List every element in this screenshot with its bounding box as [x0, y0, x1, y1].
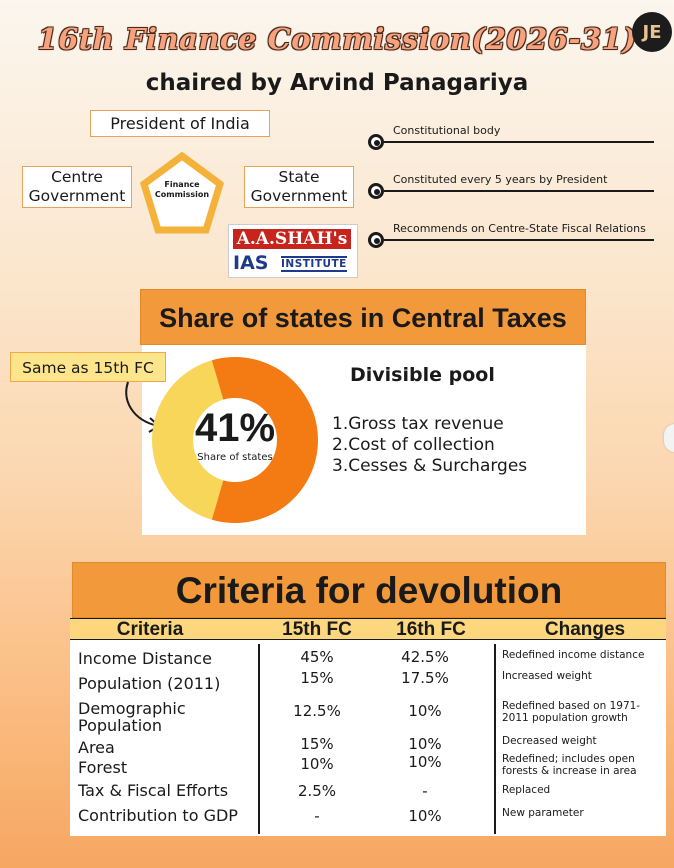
- pool-item: 2.Cost of collection: [332, 435, 495, 455]
- institute-name: A.A.SHAH's: [233, 229, 351, 249]
- row-change: Replaced: [502, 784, 551, 796]
- row-16th: 10%: [408, 702, 442, 720]
- page-subtitle: chaired by Arvind Panagariya: [145, 70, 529, 96]
- row-16th: 10%: [408, 807, 442, 825]
- row-16th: 17.5%: [401, 669, 449, 687]
- column-divider: [494, 644, 496, 834]
- row-15th: 45%: [300, 648, 334, 666]
- row-criteria: Tax & Fiscal Efforts: [78, 781, 229, 800]
- criteria-heading: Criteria for devolution: [72, 562, 666, 618]
- donut-slice-states: [152, 360, 224, 520]
- row-criteria: Demographic Population: [78, 699, 186, 735]
- share-donut-chart: [152, 357, 318, 523]
- criteria-table: Criteria 15th FC 16th FC Changes Income …: [70, 618, 666, 836]
- row-criteria: Population (2011): [78, 674, 221, 693]
- pentagon-shape: [140, 152, 224, 234]
- row-15th: 15%: [300, 669, 334, 687]
- feature-text: Constituted every 5 years by President: [393, 173, 608, 186]
- bullet-line: [384, 239, 654, 241]
- col-changes: Changes: [544, 619, 626, 640]
- row-16th: -: [422, 782, 428, 800]
- row-criteria: Contribution to GDP: [78, 806, 238, 825]
- row-16th: 10%: [408, 753, 442, 771]
- row-change: Increased weight: [502, 670, 592, 682]
- row-change: Redefined based on 1971-2011 population …: [502, 700, 641, 724]
- feature-text: Recommends on Centre-State Fiscal Relati…: [393, 222, 646, 235]
- president-box: President of India: [90, 110, 270, 137]
- row-change: Redefined; includes open forests & incre…: [502, 753, 637, 777]
- row-15th: -: [314, 807, 320, 825]
- feature-bullet: Recommends on Centre-State Fiscal Relati…: [368, 222, 668, 258]
- centre-government-box: Centre Government: [22, 166, 132, 208]
- bullet-line: [384, 141, 654, 143]
- feature-bullet: Constitutional body: [368, 124, 668, 160]
- row-criteria: Forest: [78, 758, 128, 777]
- page-title: 16th Finance Commission(2026-31): [37, 22, 637, 56]
- divisible-pool-list: 1.Gross tax revenue 2.Cost of collection…: [332, 414, 527, 477]
- col-15th: 15th FC: [282, 619, 352, 640]
- row-15th: 15%: [300, 735, 334, 753]
- institute-logo: A.A.SHAH's IAS INSTITUTE: [228, 224, 358, 278]
- col-criteria: Criteria: [116, 619, 184, 640]
- row-change: Decreased weight: [502, 735, 597, 747]
- finance-commission-label: Finance Commission: [154, 180, 210, 199]
- pool-item: 1.Gross tax revenue: [332, 414, 504, 434]
- share-heading: Share of states in Central Taxes: [140, 289, 586, 345]
- table-header: Criteria 15th FC 16th FC Changes: [70, 618, 666, 640]
- row-criteria: Income Distance: [78, 649, 212, 668]
- row-15th: 10%: [300, 755, 334, 773]
- share-percent-label: Share of states: [197, 452, 273, 463]
- row-criteria: Area: [78, 738, 115, 757]
- divisible-pool-title: Divisible pool: [350, 364, 495, 386]
- row-15th: 2.5%: [297, 782, 337, 800]
- feature-bullet: Constituted every 5 years by President: [368, 173, 668, 209]
- institute-ias: IAS: [233, 252, 269, 274]
- institute-word: INSTITUTE: [281, 256, 347, 272]
- share-percent: 41%: [195, 406, 276, 450]
- row-change: Redefined income distance: [502, 649, 645, 661]
- feature-text: Constitutional body: [393, 124, 501, 137]
- donut-slice-centre: [211, 357, 318, 523]
- column-divider: [258, 644, 260, 834]
- col-16th: 16th FC: [396, 619, 466, 640]
- row-16th: 42.5%: [401, 648, 449, 666]
- bullet-icon: [368, 183, 384, 199]
- pool-item: 3.Cesses & Surcharges: [332, 456, 528, 476]
- same-as-callout: Same as 15th FC: [10, 352, 166, 382]
- carousel-next-button[interactable]: [664, 424, 674, 452]
- bullet-icon: [368, 134, 384, 150]
- row-change: New parameter: [502, 807, 584, 819]
- row-16th: 10%: [408, 735, 442, 753]
- brand-logo: JE: [632, 12, 672, 52]
- state-government-box: State Government: [244, 166, 354, 208]
- bullet-line: [384, 190, 654, 192]
- row-15th: 12.5%: [293, 702, 341, 720]
- bullet-icon: [368, 232, 384, 248]
